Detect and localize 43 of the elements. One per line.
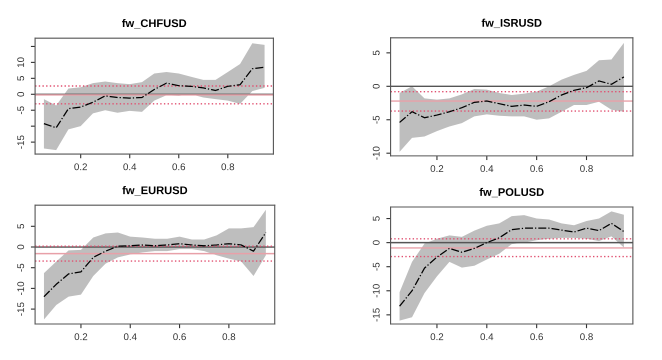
chart-title: fw_ISRUSD	[482, 18, 542, 28]
line-series	[43, 232, 266, 298]
y-tick-label: -15	[372, 308, 380, 322]
y-tick-label: -10	[17, 282, 24, 295]
x-tick-label: 0.4	[480, 165, 494, 172]
line-series	[43, 66, 266, 128]
y-tick-label: -10	[372, 146, 380, 160]
y-tick-label: 0	[17, 92, 24, 97]
x-tick-label: 0.4	[123, 163, 136, 170]
x-tick-label: 0.8	[580, 165, 593, 172]
y-tick-label: -5	[372, 262, 380, 271]
y-tick-label: 10	[17, 57, 24, 68]
x-tick-label: 0.8	[222, 333, 236, 340]
y-tick-label: 5	[17, 76, 24, 81]
y-tick-label: -10	[372, 284, 380, 298]
x-tick-label: 0.4	[480, 333, 494, 340]
x-tick-label: 0.2	[74, 333, 88, 340]
line-series	[398, 76, 625, 124]
y-tick-label: -15	[17, 302, 24, 316]
y-tick-label: 0	[372, 84, 380, 89]
y-tick-label: 0	[17, 244, 24, 250]
x-tick-label: 0.6	[530, 333, 543, 340]
line-series	[398, 222, 625, 307]
chart-title: fw_POLUSD	[480, 188, 544, 198]
x-tick-label: 0.6	[530, 165, 543, 172]
x-tick-label: 0.8	[580, 333, 593, 340]
x-tick-label: 0.2	[430, 165, 444, 172]
y-tick-label: 5	[372, 50, 380, 56]
x-tick-label: 0.2	[74, 163, 87, 170]
y-tick-label: -5	[372, 116, 380, 124]
x-tick-label: 0.8	[221, 163, 234, 170]
y-tick-label: 0	[372, 240, 380, 245]
chart-title: fw_EURUSD	[122, 186, 188, 196]
x-tick-label: 0.4	[124, 333, 137, 340]
y-tick-label: -5	[17, 106, 24, 114]
chart-title: fw_CHFUSD	[122, 18, 186, 28]
y-tick-label: 5	[372, 216, 380, 221]
x-tick-label: 0.6	[172, 163, 186, 170]
x-tick-label: 0.2	[430, 333, 444, 340]
y-tick-label: -15	[17, 136, 24, 149]
y-tick-label: -5	[17, 264, 24, 272]
x-tick-label: 0.6	[173, 333, 186, 340]
y-tick-label: 5	[17, 224, 24, 229]
